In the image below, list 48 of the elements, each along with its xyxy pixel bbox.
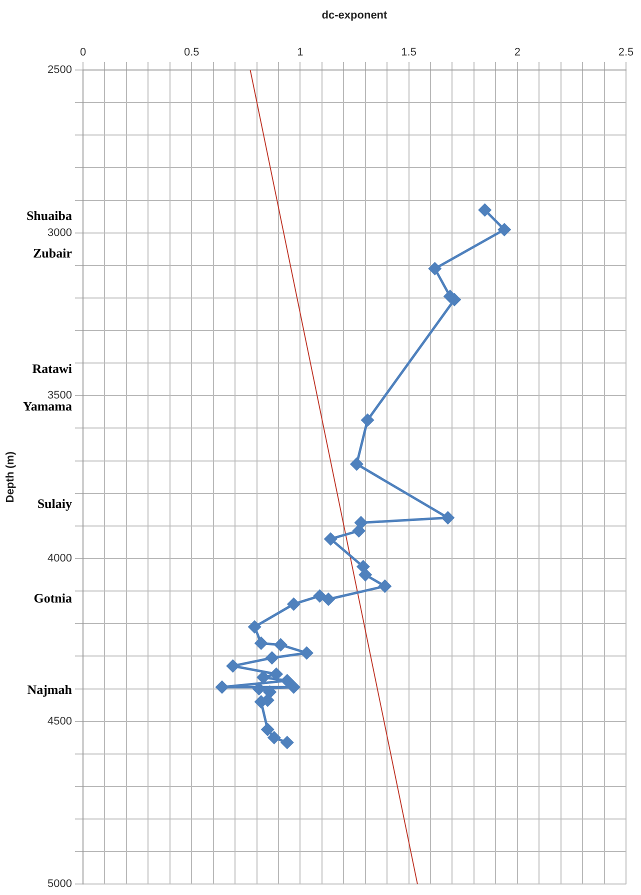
y-axis-title: Depth (m) xyxy=(4,451,17,503)
point xyxy=(350,458,363,470)
point xyxy=(274,638,287,652)
x-tick-label: 1 xyxy=(297,46,304,58)
point xyxy=(216,680,228,694)
point xyxy=(254,636,268,650)
point xyxy=(378,580,392,592)
y-tick-label: Gotnia xyxy=(34,590,72,606)
x-tick-label: 2 xyxy=(514,46,520,58)
point xyxy=(287,598,300,610)
point xyxy=(270,668,283,680)
y-tick-label: Zubair xyxy=(32,245,72,260)
y-tick-label: 3000 xyxy=(48,226,72,239)
y-tick-label: 4500 xyxy=(48,715,72,728)
point xyxy=(498,223,511,236)
point xyxy=(356,560,370,573)
y-tick-label: 2500 xyxy=(48,64,72,76)
point xyxy=(428,262,442,275)
x-tick-label: 2.5 xyxy=(618,46,634,58)
point xyxy=(264,686,276,698)
point xyxy=(322,592,335,606)
point xyxy=(268,731,280,744)
point xyxy=(478,204,492,216)
x-tick-label: 1.5 xyxy=(401,46,416,58)
y-tick-label: Sulaiy xyxy=(37,496,72,512)
point xyxy=(280,736,294,749)
point xyxy=(442,512,454,524)
x-tick-label: 0.5 xyxy=(184,46,200,58)
point xyxy=(314,590,326,602)
point xyxy=(261,723,274,736)
y-tick-label: Ratawi xyxy=(32,360,72,376)
point xyxy=(324,532,337,546)
y-tick-label: 4000 xyxy=(48,552,72,565)
point xyxy=(354,516,368,529)
point xyxy=(359,568,372,582)
point xyxy=(361,414,374,426)
x-axis-title: dc-exponent xyxy=(322,10,388,22)
point xyxy=(248,620,261,634)
point xyxy=(300,646,313,660)
y-tick-label: Najmah xyxy=(27,682,73,697)
point xyxy=(352,524,366,538)
x-tick-label: 0 xyxy=(80,46,86,58)
point xyxy=(226,660,240,672)
point xyxy=(280,674,294,687)
y-tick-label: Shuaiba xyxy=(26,208,72,223)
y-tick-label: 5000 xyxy=(48,878,72,890)
point xyxy=(287,680,300,694)
point xyxy=(266,652,278,664)
